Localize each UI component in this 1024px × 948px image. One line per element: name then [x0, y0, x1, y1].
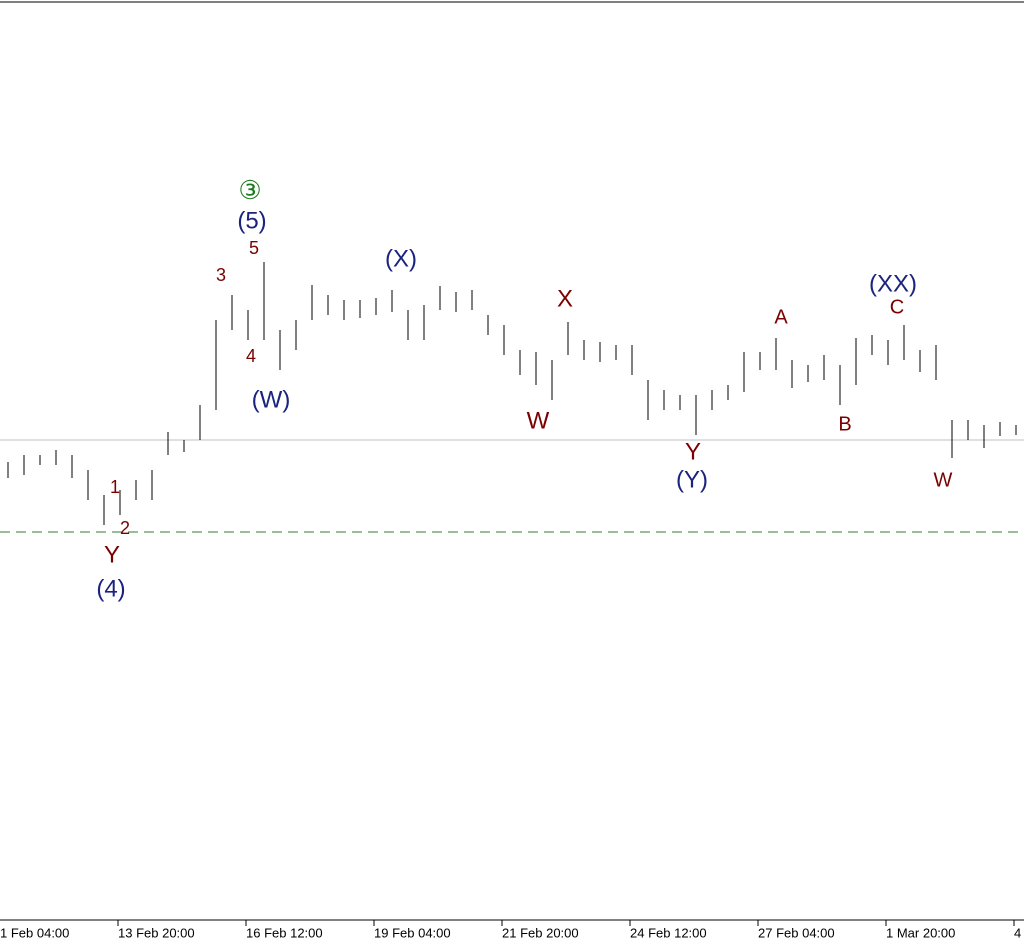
wave-label: Y [104, 541, 120, 568]
wave-label: (X) [385, 245, 417, 272]
wave-label: W [527, 407, 550, 434]
wave-label: (W) [252, 386, 291, 413]
x-tick-label: 1 Feb 04:00 [0, 925, 69, 940]
wave-label: 5 [249, 238, 259, 258]
x-tick-label: 16 Feb 12:00 [246, 925, 323, 940]
wave-label: W [934, 469, 953, 491]
x-tick-label: 1 Mar 20:00 [886, 925, 955, 940]
wave-label: 4 [246, 346, 256, 366]
wave-label: Y [685, 438, 701, 465]
x-tick-label: 21 Feb 20:00 [502, 925, 579, 940]
wave-label: 2 [120, 518, 130, 538]
x-tick-label: 27 Feb 04:00 [758, 925, 835, 940]
wave-label: (Y) [676, 466, 708, 493]
wave-label: (XX) [869, 270, 917, 297]
wave-label: A [774, 306, 788, 328]
x-tick-label: 4 [1014, 925, 1021, 940]
x-tick-label: 13 Feb 20:00 [118, 925, 195, 940]
wave-label: C [890, 296, 904, 318]
wave-label: (5) [237, 207, 266, 234]
wave-label: 1 [110, 477, 120, 497]
wave-label: X [557, 285, 573, 312]
x-tick-label: 24 Feb 12:00 [630, 925, 707, 940]
x-tick-label: 19 Feb 04:00 [374, 925, 451, 940]
wave-label: B [838, 413, 851, 435]
wave-label: (4) [96, 575, 125, 602]
wave-label: ③ [238, 175, 261, 205]
wave-label: 3 [216, 265, 226, 285]
